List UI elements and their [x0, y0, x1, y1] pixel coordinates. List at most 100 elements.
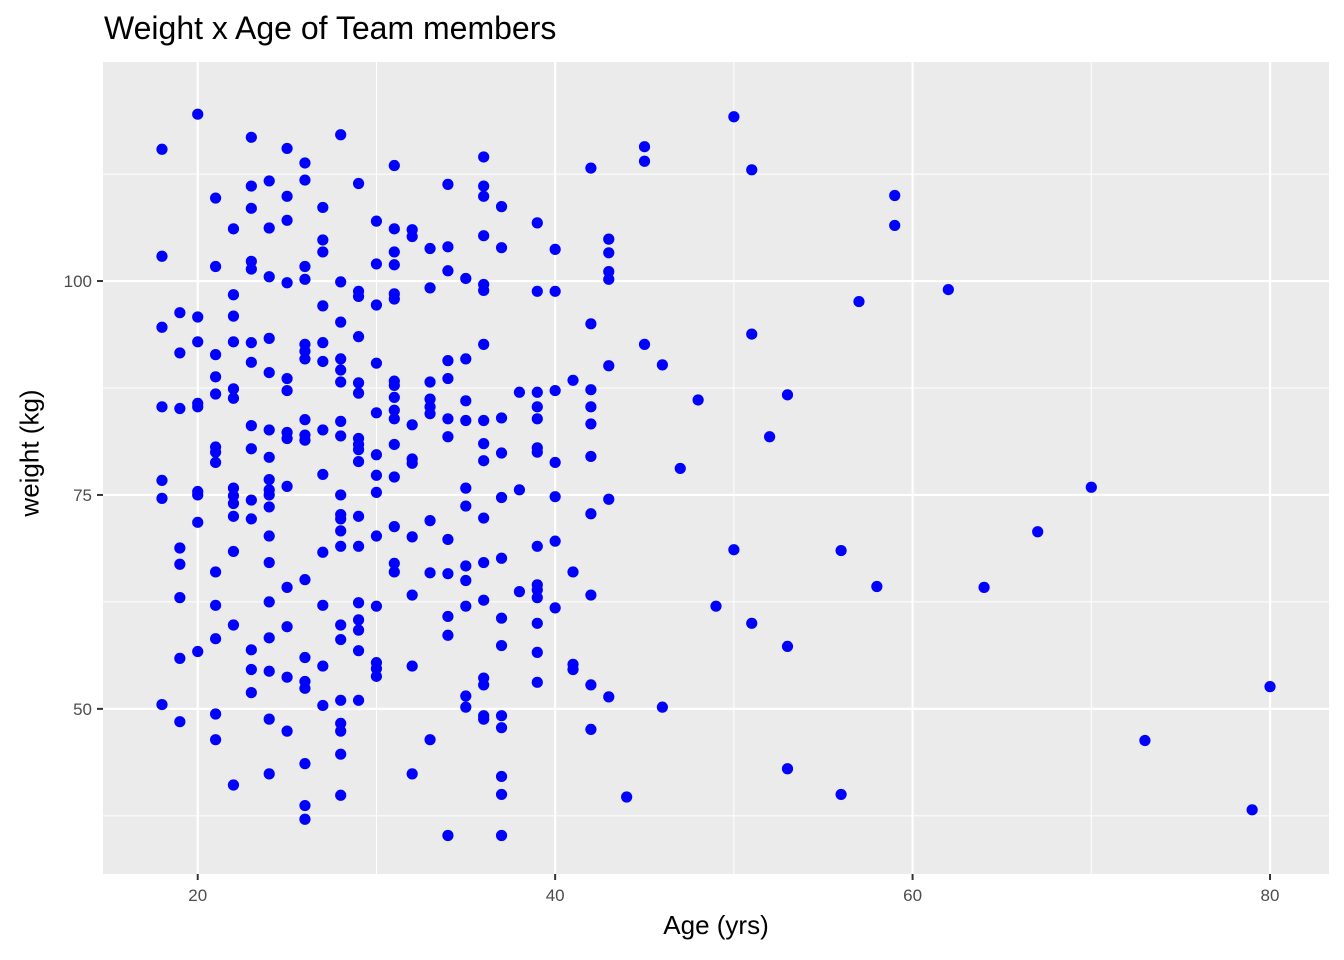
- data-point: [156, 143, 168, 155]
- data-point: [424, 515, 436, 527]
- data-point: [156, 321, 168, 333]
- data-point: [531, 617, 543, 629]
- major-gridlines: [103, 62, 1329, 874]
- data-point: [478, 556, 490, 569]
- data-point: [174, 558, 186, 570]
- data-point: [209, 192, 222, 204]
- data-point: [585, 679, 597, 691]
- data-point: [478, 594, 490, 606]
- data-point: [174, 542, 186, 554]
- data-point: [638, 155, 651, 167]
- data-point: [495, 770, 508, 783]
- data-point: [335, 415, 347, 427]
- data-point: [388, 404, 400, 416]
- data-point: [156, 401, 168, 413]
- data-point: [549, 491, 561, 503]
- data-point: [585, 384, 597, 396]
- data-point: [442, 355, 454, 367]
- data-point: [352, 387, 365, 399]
- data-point: [424, 734, 436, 746]
- data-point: [352, 540, 365, 552]
- data-point: [263, 451, 275, 463]
- data-point: [1032, 526, 1044, 538]
- data-point: [585, 589, 597, 601]
- data-point: [388, 413, 400, 425]
- data-point: [388, 521, 400, 533]
- data-point: [335, 129, 347, 141]
- data-point: [281, 384, 293, 397]
- data-point: [603, 493, 615, 505]
- data-point: [549, 602, 561, 614]
- data-point: [209, 708, 222, 720]
- data-point: [192, 489, 204, 501]
- data-point: [388, 557, 400, 570]
- data-point: [889, 219, 901, 232]
- data-point: [495, 829, 508, 842]
- data-point: [335, 430, 347, 442]
- data-point: [495, 242, 508, 254]
- data-point: [531, 401, 543, 413]
- data-point: [567, 374, 579, 386]
- data-point: [495, 552, 508, 564]
- data-point: [531, 540, 543, 552]
- data-point: [442, 568, 454, 580]
- data-point: [352, 510, 365, 522]
- data-point: [460, 701, 472, 713]
- data-point: [245, 180, 257, 192]
- data-point: [209, 566, 222, 578]
- data-point: [531, 217, 543, 229]
- data-point: [192, 311, 204, 323]
- data-point: [781, 640, 794, 653]
- data-point: [835, 788, 847, 801]
- data-point: [281, 480, 293, 492]
- data-point: [424, 242, 436, 255]
- data-point: [281, 372, 293, 385]
- data-point: [424, 376, 436, 388]
- data-point: [227, 482, 240, 494]
- data-point: [370, 670, 383, 682]
- data-point: [299, 758, 311, 770]
- data-point: [317, 546, 329, 558]
- data-point: [156, 492, 168, 504]
- data-point: [227, 490, 240, 502]
- data-point: [495, 788, 508, 801]
- data-point: [299, 273, 311, 285]
- data-point: [424, 393, 436, 405]
- data-point: [227, 779, 240, 791]
- y-axis-label: weight (kg): [14, 389, 45, 517]
- data-point: [370, 530, 383, 542]
- data-point: [746, 617, 758, 629]
- data-point: [227, 223, 240, 235]
- data-point: [460, 690, 472, 702]
- data-point: [1264, 681, 1276, 693]
- data-point: [513, 386, 526, 398]
- data-point: [442, 372, 454, 385]
- data-point: [209, 371, 222, 383]
- data-point: [317, 234, 329, 246]
- data-point: [317, 337, 329, 349]
- data-point: [531, 413, 543, 425]
- data-point: [156, 698, 168, 711]
- data-point: [299, 157, 311, 169]
- data-point: [460, 272, 472, 285]
- data-point: [299, 174, 311, 186]
- data-point: [460, 560, 472, 572]
- data-point: [728, 111, 740, 123]
- data-point: [585, 318, 597, 330]
- data-point: [281, 432, 293, 445]
- data-point: [335, 725, 347, 737]
- data-point: [209, 633, 222, 645]
- data-point: [281, 581, 293, 593]
- data-point: [603, 691, 615, 703]
- data-point: [317, 201, 329, 214]
- data-point: [245, 663, 257, 676]
- data-point: [245, 420, 257, 432]
- data-point: [978, 581, 990, 593]
- data-point: [495, 710, 508, 722]
- data-point: [335, 789, 347, 801]
- data-point: [317, 424, 329, 436]
- data-point: [585, 450, 597, 463]
- data-point: [442, 178, 454, 190]
- data-point: [263, 473, 275, 486]
- data-point: [388, 259, 400, 271]
